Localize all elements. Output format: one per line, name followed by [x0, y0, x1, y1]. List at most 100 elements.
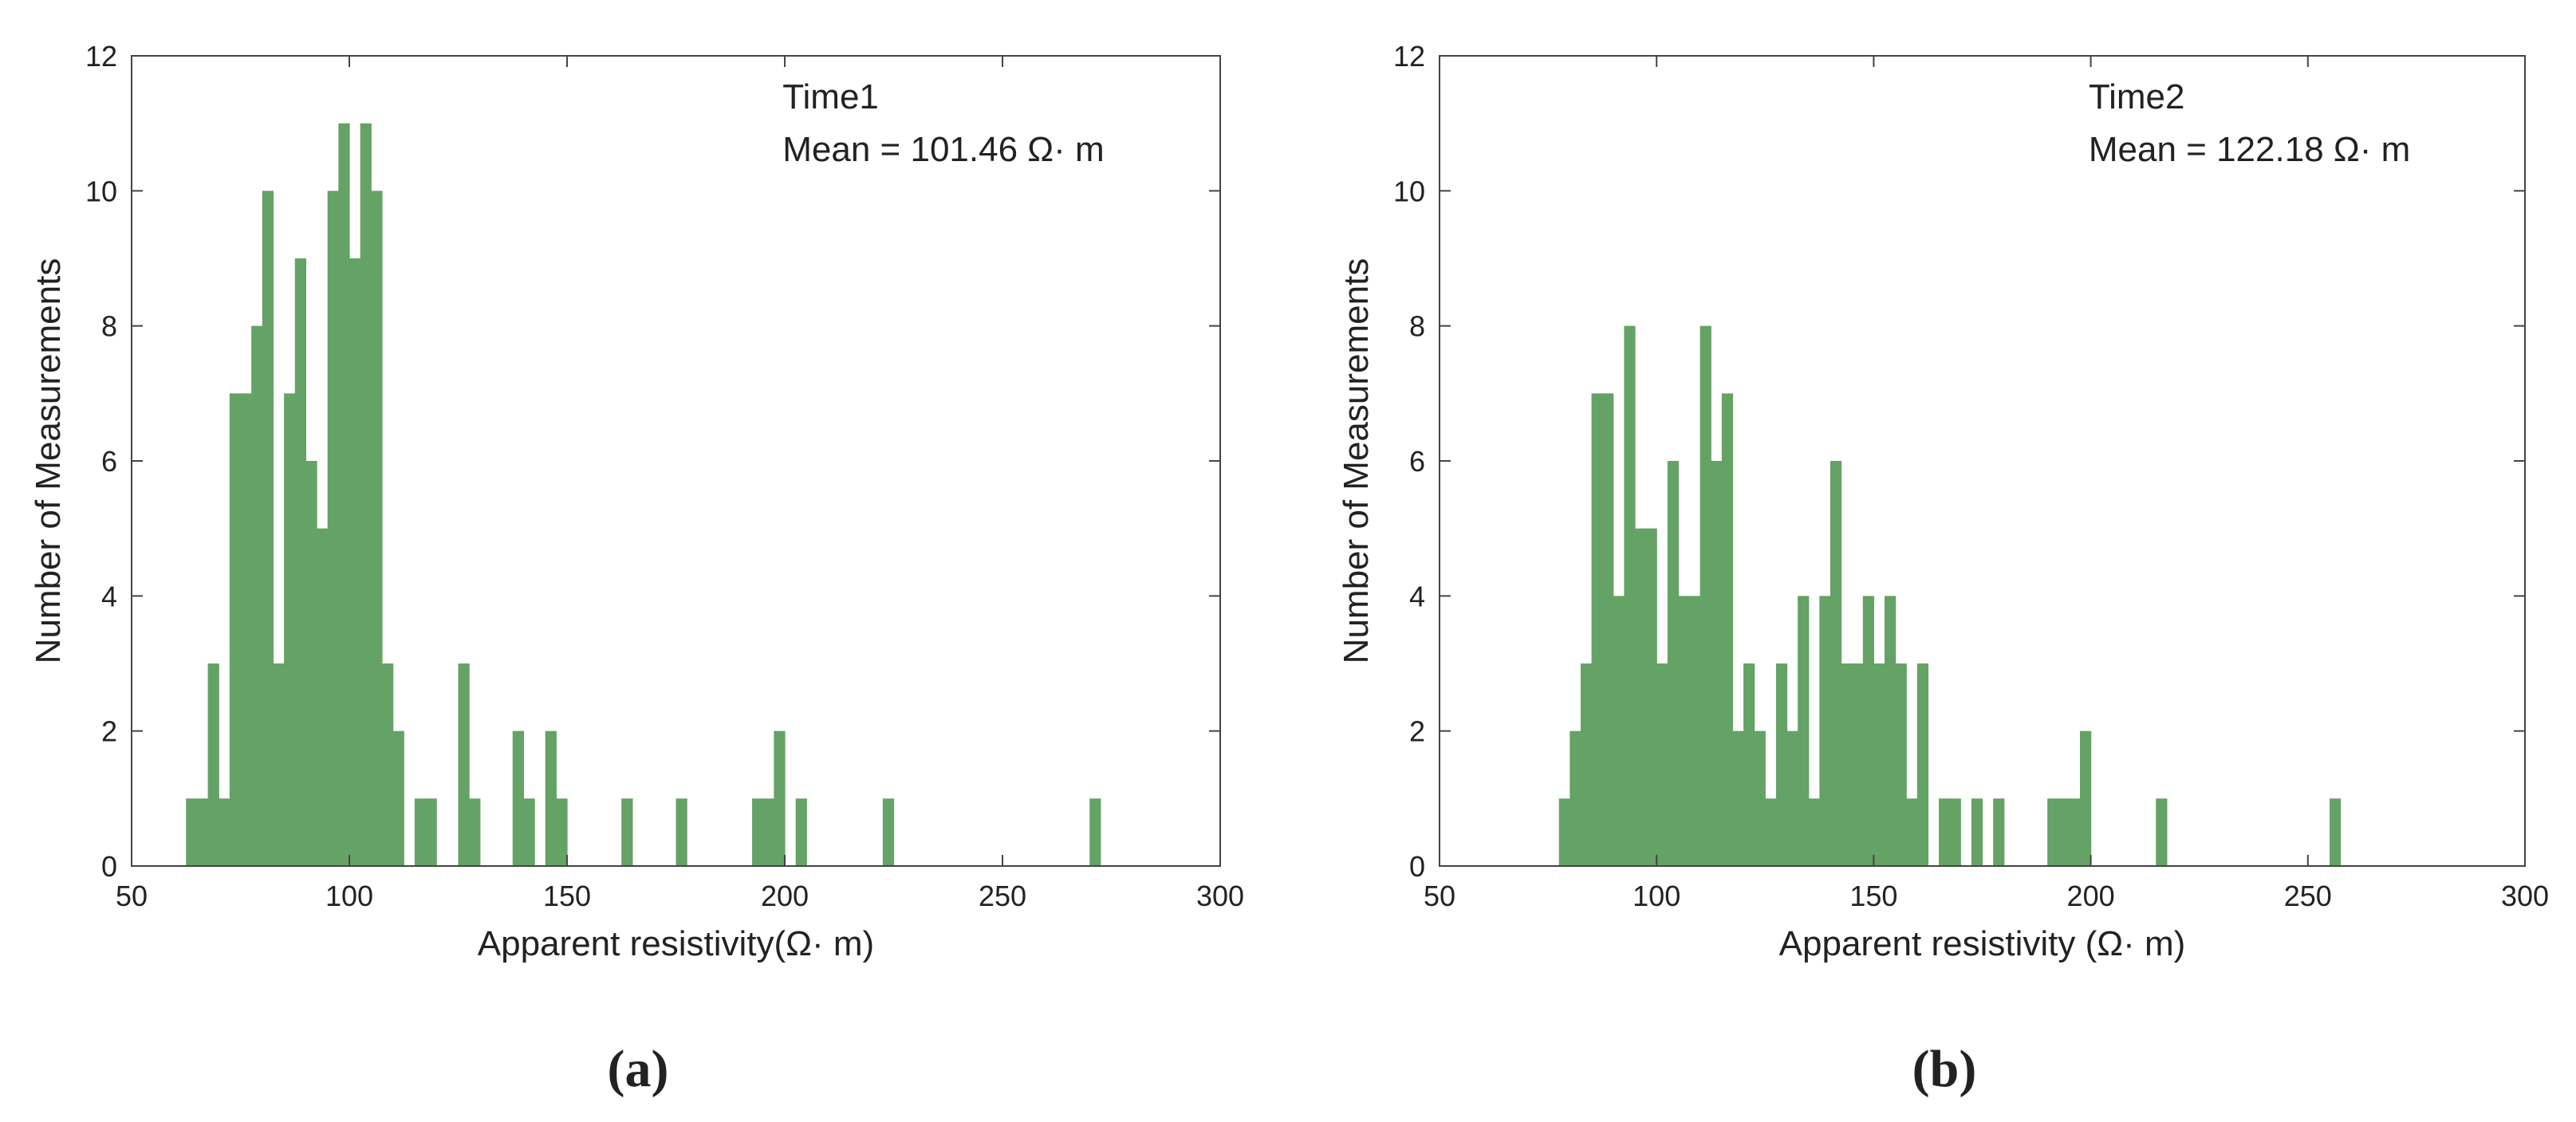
- histogram-bar: [1591, 393, 1603, 867]
- histogram-bar: [1580, 663, 1593, 866]
- histogram-bar: [1993, 798, 2005, 866]
- histogram-bar: [251, 325, 263, 866]
- histogram-bar: [1558, 798, 1570, 866]
- histogram-bar: [1721, 393, 1734, 867]
- histogram-bar: [1765, 798, 1777, 866]
- y-tick-label: 12: [85, 40, 117, 73]
- histogram-bar: [1678, 596, 1690, 866]
- histogram-bar: [1634, 528, 1647, 866]
- histogram-bar: [676, 798, 687, 866]
- panel-a: 50 100 150 200 250 300 0 2 4 6 8 10 12 Apparent resis…: [29, 40, 1244, 1098]
- histogram-bar: [1852, 663, 1864, 866]
- histogram-bar: [262, 191, 274, 866]
- y-tick-label: 4: [101, 580, 117, 612]
- histogram-bar: [1656, 663, 1668, 866]
- histogram-bar: [240, 393, 252, 867]
- y-tick-label: 0: [101, 850, 117, 883]
- x-tick-label: 150: [543, 880, 591, 912]
- y-tick-label: 8: [1409, 310, 1425, 343]
- y-tick-label: 10: [1393, 175, 1425, 207]
- histogram-bar: [1949, 798, 1961, 866]
- histogram-bar: [1570, 730, 1581, 866]
- x-tick-label: 100: [1633, 880, 1680, 912]
- histogram-bar: [1732, 730, 1744, 866]
- y-axis-label: Number of Measurements: [29, 258, 68, 664]
- histogram-bar: [1786, 730, 1798, 866]
- histogram-bar: [762, 798, 774, 866]
- bars: [186, 123, 1101, 867]
- histogram-bar: [273, 663, 285, 866]
- x-axis: 50 100 150 200 250 300: [116, 56, 1244, 912]
- histogram-bar: [2058, 798, 2070, 866]
- histogram-bar: [1645, 528, 1657, 866]
- histogram-bar: [1885, 596, 1897, 866]
- histogram-bar: [392, 730, 404, 866]
- annotation-title: Time2: [2089, 77, 2185, 116]
- x-axis-label: Apparent resistivity(Ω· m): [478, 924, 874, 963]
- x-tick-label: 50: [1424, 880, 1455, 912]
- x-tick-label: 250: [979, 880, 1026, 912]
- histogram-bar: [1916, 663, 1929, 866]
- y-tick-label: 4: [1409, 580, 1425, 612]
- histogram-bar: [512, 730, 524, 866]
- histogram-bar: [360, 123, 372, 867]
- annotation-title: Time1: [782, 77, 879, 116]
- x-tick-label: 250: [2284, 880, 2332, 912]
- histogram-bar: [523, 798, 535, 866]
- histogram-bar: [795, 798, 807, 866]
- histogram-bar: [621, 798, 633, 866]
- histogram-bar: [207, 663, 219, 866]
- histogram-bar: [545, 730, 557, 866]
- histogram-bar: [186, 798, 198, 866]
- histogram-bar: [338, 123, 350, 867]
- histogram-bar: [556, 798, 568, 866]
- histogram-bar: [1711, 461, 1723, 866]
- x-tick-label: 100: [325, 880, 373, 912]
- histogram-bar: [317, 528, 329, 866]
- y-tick-label: 12: [1393, 40, 1425, 73]
- y-tick-label: 2: [1409, 715, 1425, 748]
- histogram-bar: [1819, 596, 1831, 866]
- histogram-bar: [1808, 798, 1820, 866]
- histogram-bar: [1873, 663, 1885, 866]
- y-axis: 0 2 4 6 8 10 12: [1393, 40, 2525, 883]
- histogram-bar: [774, 730, 786, 866]
- histogram-bar: [1667, 461, 1680, 866]
- histogram-bar: [2069, 798, 2081, 866]
- histogram-bar: [327, 191, 339, 866]
- histogram-bar: [284, 393, 296, 867]
- y-tick-label: 8: [101, 310, 117, 343]
- histogram-bar: [305, 461, 317, 866]
- bars: [1558, 325, 2342, 867]
- histogram-bar: [196, 798, 209, 866]
- histogram-bar: [2047, 798, 2059, 866]
- x-axis-label: Apparent resistivity (Ω· m): [1779, 924, 2186, 963]
- histogram-bar: [1089, 798, 1101, 866]
- panel-b: 50 100 150 200 250 300 0 2 4 6 8 10 12 Apparent resis…: [1337, 40, 2549, 1098]
- histogram-bar: [229, 393, 242, 867]
- histogram-bar: [294, 258, 306, 866]
- histogram-bar: [1906, 798, 1918, 866]
- y-tick-label: 2: [101, 715, 117, 748]
- panel-label: (a): [608, 1040, 669, 1098]
- histogram-bar: [219, 798, 230, 866]
- histogram-bar: [2156, 798, 2168, 866]
- x-tick-label: 50: [116, 880, 148, 912]
- histogram-bar: [1939, 798, 1951, 866]
- annotation-mean: Mean = 101.46 Ω· m: [782, 130, 1104, 169]
- histogram-bar: [1624, 325, 1636, 866]
- histogram-bar: [1689, 596, 1701, 866]
- histogram-bar: [1602, 393, 1614, 867]
- y-tick-label: 10: [85, 175, 117, 207]
- x-tick-label: 150: [1849, 880, 1897, 912]
- histogram-bar: [1775, 663, 1788, 866]
- y-tick-label: 6: [1409, 445, 1425, 478]
- histogram-bar: [1895, 663, 1907, 866]
- annotation-mean: Mean = 122.18 Ω· m: [2089, 130, 2410, 169]
- histogram-bar: [1830, 461, 1842, 866]
- histogram-bar: [425, 798, 437, 866]
- histogram-bar: [2330, 798, 2342, 866]
- histogram-bar: [458, 663, 470, 866]
- y-tick-label: 0: [1409, 850, 1425, 883]
- histogram-bar: [414, 798, 427, 866]
